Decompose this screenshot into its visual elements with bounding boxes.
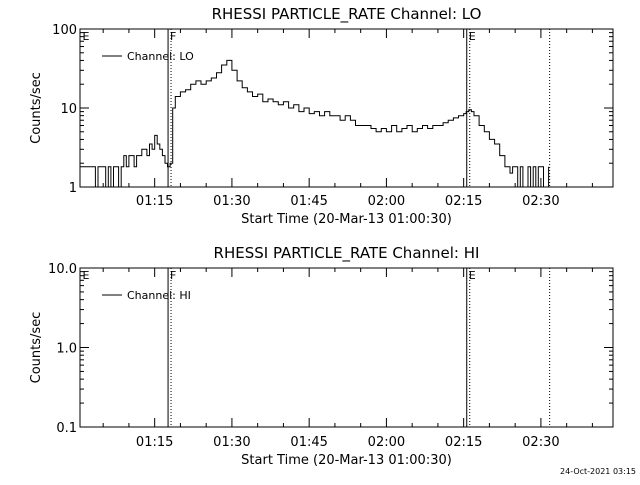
y-tick-label: 0.1: [56, 421, 77, 436]
panel-lo: RHESSI PARTICLE_RATE Channel: LO 01:15 01:…: [29, 5, 614, 227]
panel-hi: RHESSI PARTICLE_RATE Channel: HI 01:15 01:…: [29, 244, 614, 468]
x-tick-label: 02:00: [368, 435, 405, 450]
x-axis-label: Start Time (20-Mar-13 01:00:30): [241, 453, 452, 468]
y-tick-label: 10.0: [48, 262, 77, 277]
legend-label: Channel: LO: [127, 50, 194, 63]
marker-label: F: [170, 269, 176, 282]
legend-label: Channel: HI: [127, 289, 191, 302]
y-axis-label: Counts/sec: [29, 72, 44, 144]
x-tick-label: 02:30: [522, 435, 559, 450]
marker-label: E: [469, 269, 476, 282]
y-tick-label: 100: [52, 23, 77, 38]
chart-title: RHESSI PARTICLE_RATE Channel: LO: [212, 5, 482, 24]
x-tick-label: 02:15: [445, 194, 482, 209]
series-line: [80, 59, 550, 188]
timestamp: 24-Oct-2021 03:15: [560, 467, 636, 476]
x-tick-label: 02:15: [445, 435, 482, 450]
marker-label: F: [170, 30, 176, 43]
x-axis-label: Start Time (20-Mar-13 01:00:30): [241, 212, 452, 227]
y-axis-label: Counts/sec: [29, 312, 44, 384]
x-tick-label: 02:00: [368, 194, 405, 209]
x-tick-label: 01:30: [213, 194, 250, 209]
y-tick-label: 1.0: [56, 342, 77, 357]
x-tick-label: 01:15: [136, 435, 173, 450]
marker-label: E: [83, 30, 90, 43]
y-tick-label: 1: [69, 181, 77, 196]
chart-title: RHESSI PARTICLE_RATE Channel: HI: [214, 244, 480, 263]
marker-label: E: [469, 30, 476, 43]
x-tick-label: 01:45: [290, 435, 327, 450]
y-tick-label: 10: [60, 102, 77, 117]
x-tick-label: 01:45: [290, 194, 327, 209]
x-tick-label: 01:15: [136, 194, 173, 209]
marker-label: E: [83, 269, 90, 282]
x-tick-label: 02:30: [522, 194, 559, 209]
x-tick-label: 01:30: [213, 435, 250, 450]
